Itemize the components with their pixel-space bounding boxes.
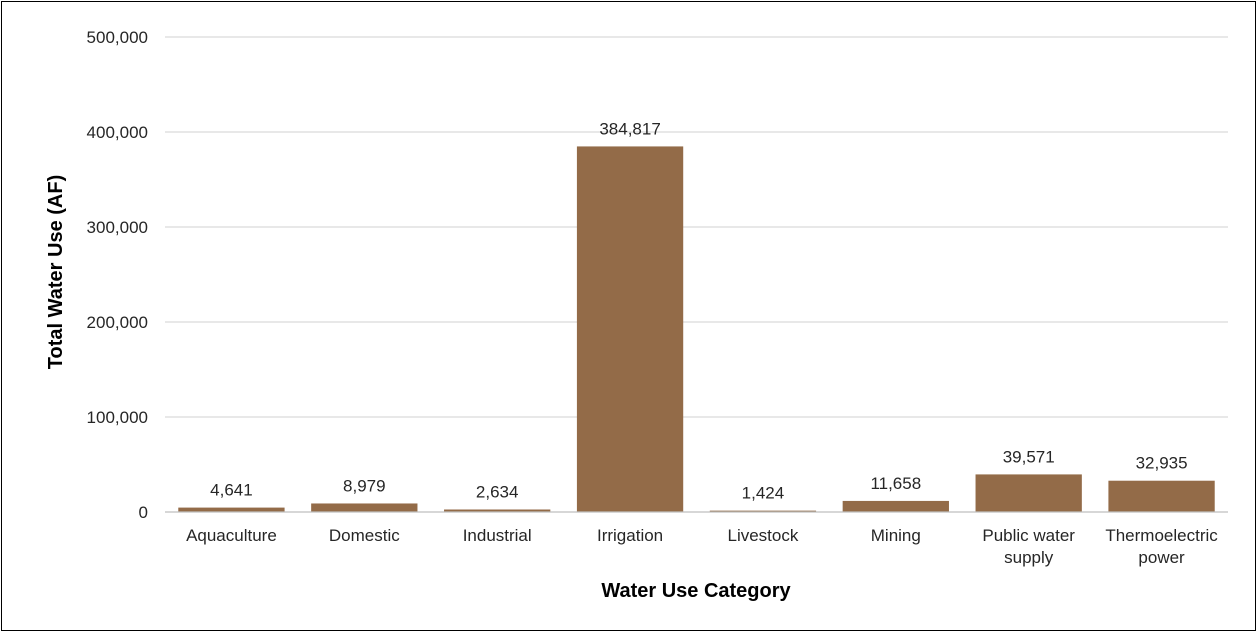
data-labels: 4,641 8,979 2,634 384,817 1,424 11,658 39,571 3… [210,119,1187,502]
bar [842,500,949,512]
data-label: 2,634 [476,482,519,501]
x-tick-label: supply [1004,548,1054,567]
y-tick-label: 500,000 [87,28,148,47]
y-tick-label: 100,000 [87,408,148,427]
bar [975,474,1082,512]
x-tick-label: Livestock [728,526,799,545]
y-tick-labels: 0 100,000 200,000 300,000 400,000 500,000 [87,28,148,522]
data-label: 11,658 [870,474,921,493]
x-tick-labels: Aquaculture Domestic Industrial Irrigation L… [186,526,1218,567]
y-tick-label: 0 [139,503,148,522]
bar [576,146,684,513]
bar [311,503,418,512]
x-axis-title: Water Use Category [601,580,791,602]
bar [1108,480,1215,512]
bars [178,146,1215,513]
y-tick-label: 200,000 [87,313,148,332]
x-tick-label: Irrigation [597,526,663,545]
x-tick-label: Domestic [329,526,400,545]
x-tick-label: Industrial [463,526,532,545]
data-label: 39,571 [1003,447,1055,466]
x-tick-label: Public water [982,526,1075,545]
data-label: 4,641 [210,481,253,500]
data-label: 1,424 [742,484,785,503]
x-tick-label: Mining [871,526,921,545]
x-tick-label: Aquaculture [186,526,277,545]
y-axis-title: Total Water Use (AF) [45,175,67,369]
data-label: 384,817 [599,119,660,138]
x-tick-label: power [1138,548,1185,567]
data-label: 8,979 [343,476,386,495]
data-label: 32,935 [1136,454,1188,473]
bar [709,510,817,512]
y-tick-label: 300,000 [87,218,148,237]
gridlines [165,36,1228,418]
x-tick-label: Thermoelectric [1105,526,1218,545]
bar [444,509,551,512]
bar [178,507,285,512]
y-tick-label: 400,000 [87,123,148,142]
